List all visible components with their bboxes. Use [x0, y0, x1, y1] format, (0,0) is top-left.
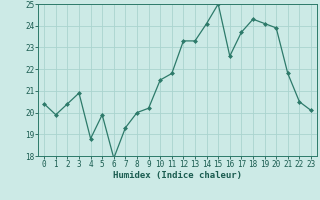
X-axis label: Humidex (Indice chaleur): Humidex (Indice chaleur)	[113, 171, 242, 180]
